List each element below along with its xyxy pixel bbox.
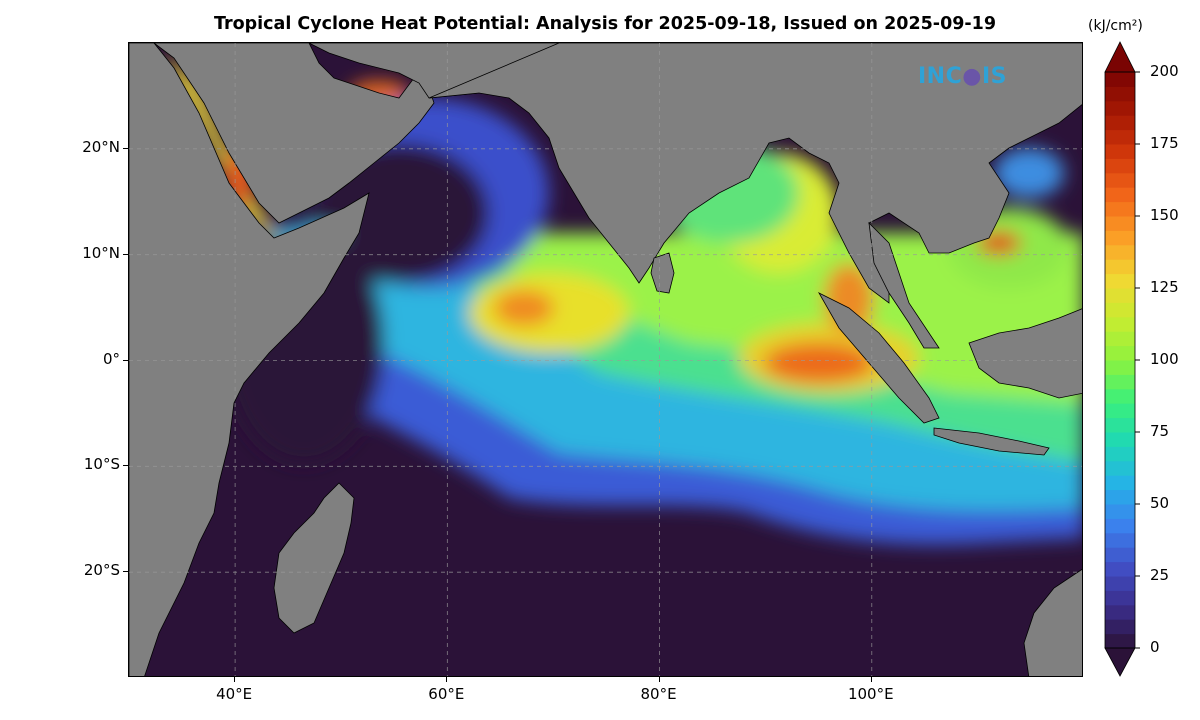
lat-tick [123,571,128,573]
colorbar-band [1105,374,1135,390]
colorbar-band [1105,244,1135,260]
colorbar-band [1105,604,1135,620]
lon-tick-label: 80°E [640,685,677,703]
colorbar-tick-label: 25 [1150,566,1170,584]
colorbar-band [1105,288,1135,303]
colorbar-ticks [1135,71,1140,649]
colorbar-unit: (kJ/cm²) [1088,18,1143,34]
colorbar-band [1105,273,1135,289]
colorbar-tick-label: 125 [1150,278,1179,296]
colorbar-band [1105,259,1135,275]
colorbar-band [1105,100,1135,116]
colorbar-tick-label: 100 [1150,350,1179,368]
land-masses [129,43,1082,676]
colorbar-band [1105,172,1135,188]
lat-tick-label: 20°N [82,137,120,156]
colorbar-band [1105,360,1135,375]
colorbar-tick-label: 150 [1150,206,1179,224]
lon-tick-label: 60°E [428,685,465,703]
page-title: Tropical Cyclone Heat Potential: Analysi… [213,14,997,34]
lat-tick [123,359,128,361]
colorbar-band [1105,158,1135,174]
lon-tick-label: 100°E [847,685,894,703]
colorbar-bands [1105,72,1135,649]
colorbar-band [1105,388,1135,404]
tchp-map [129,43,1082,676]
colorbar-band [1105,633,1135,649]
colorbar-band [1105,460,1135,476]
lat-tick-label: 20°S [83,561,120,580]
colorbar-min-extend [1104,647,1136,677]
land-india [428,43,1082,304]
land-sumatra [817,292,940,424]
land-malay-peninsula [868,221,940,349]
land-sri-lanka [650,252,675,294]
incois-logo: INC●IS [918,64,1007,89]
colorbar-band [1105,86,1135,102]
colorbar-band [1105,504,1135,519]
colorbar-band [1105,230,1135,246]
colorbar-band [1105,518,1135,534]
colorbar-band [1105,129,1135,145]
land-africa-arabia [129,43,370,676]
colorbar-band [1105,432,1135,447]
colorbar-band [1105,216,1135,231]
colorbar-max-extend [1104,41,1136,73]
lat-tick-label: 10°N [82,243,120,262]
colorbar-band [1105,115,1135,131]
colorbar-band [1105,532,1135,548]
colorbar [1104,41,1140,677]
colorbar-band [1105,201,1135,217]
colorbar-tick-label: 0 [1150,638,1160,656]
lon-tick [234,677,236,682]
colorbar-band [1105,345,1135,361]
lon-tick-label: 40°E [216,685,253,703]
colorbar-tick-label: 175 [1150,134,1179,152]
colorbar-band [1105,417,1135,433]
colorbar-band [1105,302,1135,318]
gridlines [129,43,1082,676]
colorbar-tick-label: 200 [1150,62,1179,80]
lon-tick [870,677,872,682]
lat-tick-label: 10°S [83,455,120,474]
colorbar-band [1105,72,1135,87]
colorbar-band [1105,403,1135,419]
colorbar-band [1105,446,1135,462]
colorbar-band [1105,547,1135,563]
colorbar-tick-label: 50 [1150,494,1170,512]
colorbar-band [1105,619,1135,635]
colorbar-band [1105,331,1135,347]
colorbar-band [1105,316,1135,332]
lat-tick [123,465,128,467]
land-borneo [968,308,1082,399]
lon-tick [446,677,448,682]
land-java [933,427,1050,456]
land-madagascar [273,482,355,634]
land-arabia [153,43,435,224]
colorbar-band [1105,187,1135,203]
colorbar-band [1105,590,1135,606]
lon-tick [658,677,660,682]
colorbar-band [1105,561,1135,577]
lat-tick [123,147,128,149]
colorbar-band [1105,489,1135,505]
land-australia [1023,568,1082,676]
lat-tick [123,253,128,255]
colorbar-band [1105,576,1135,591]
lat-tick-label: 0° [102,349,120,368]
colorbar-tick-label: 75 [1150,422,1170,440]
colorbar-band [1105,475,1135,491]
colorbar-band [1105,144,1135,159]
map-panel[interactable] [128,42,1083,677]
